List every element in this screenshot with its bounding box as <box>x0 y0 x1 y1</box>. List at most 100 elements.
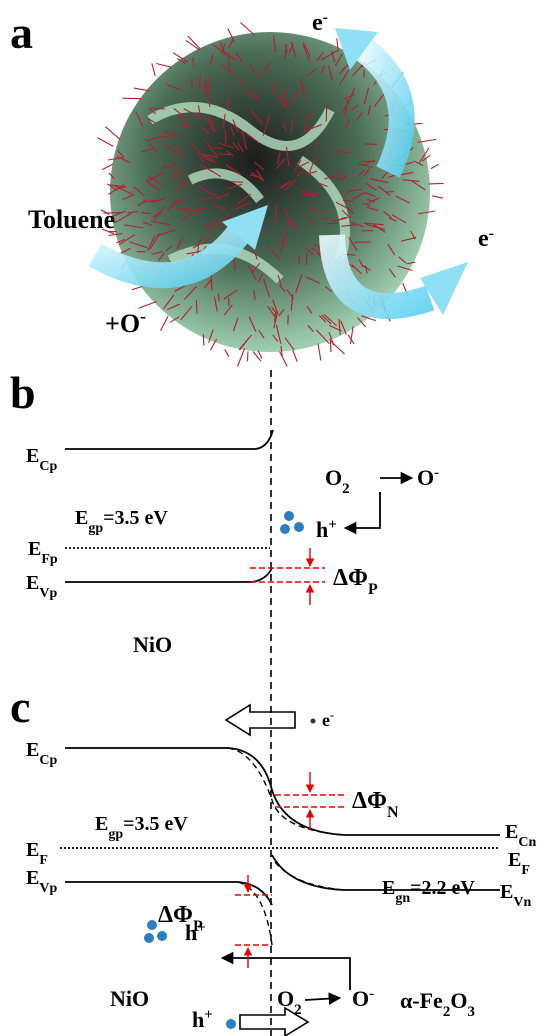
label-part: F <box>39 853 48 868</box>
label-part: - <box>323 9 328 26</box>
nanorod <box>225 350 229 357</box>
nanorod <box>196 300 197 313</box>
label-part: E <box>26 572 39 594</box>
label-part: E <box>95 813 108 835</box>
hole-dot <box>280 524 290 534</box>
label-part: ΔΦ <box>333 565 368 591</box>
label-part: gn <box>395 891 410 906</box>
label-part: h <box>192 1007 204 1032</box>
label-part: Vp <box>39 881 57 896</box>
label-part: gp <box>108 827 123 842</box>
label: EVp <box>26 867 57 896</box>
label: h+ <box>316 517 337 542</box>
label: ECn <box>505 821 536 850</box>
label: EF <box>26 839 48 868</box>
nanorod <box>293 350 298 362</box>
reaction-arrow <box>305 998 340 1000</box>
label-part: h <box>316 517 328 542</box>
nanorod <box>231 182 243 183</box>
hole-dot <box>144 933 154 943</box>
label-part: NiO <box>110 986 149 1011</box>
nanorod <box>330 339 331 352</box>
label-part: Cp <box>39 459 57 474</box>
label-part: E <box>500 881 513 903</box>
label-part: Vp <box>39 586 57 601</box>
label-part: α-Fe <box>400 988 443 1013</box>
label: +O- <box>105 306 146 338</box>
nanorod <box>105 127 120 140</box>
label-part: F <box>521 863 530 878</box>
label-part: 2 <box>294 1002 302 1018</box>
label: ECp <box>26 445 57 474</box>
label: EVp <box>26 572 57 601</box>
hole-dot <box>157 931 167 941</box>
label-part: - <box>140 306 146 326</box>
label: ΔΦP <box>333 565 378 598</box>
label: e- <box>322 708 334 730</box>
nanorod <box>364 144 377 145</box>
label: EVn <box>500 881 531 910</box>
label: O2 <box>325 465 350 497</box>
nanorod <box>153 108 165 109</box>
hole-dot <box>226 1019 236 1029</box>
barrier-b <box>250 548 325 605</box>
label: Toluene <box>28 205 115 234</box>
label-part: + <box>204 1007 213 1023</box>
nanorod <box>240 22 253 34</box>
label-part: +O <box>105 309 140 338</box>
hole-dot <box>284 511 294 521</box>
label: EF <box>508 849 530 878</box>
nanorod <box>318 343 321 360</box>
label-part: - <box>330 708 334 722</box>
label: e- <box>478 225 494 253</box>
label: NiO <box>110 986 149 1011</box>
label-part: E <box>505 821 518 843</box>
electron-flow-arrow <box>226 705 295 735</box>
conduction-band-bulk <box>228 748 345 835</box>
label-part: gp <box>88 521 103 536</box>
label-part: =3.5 eV <box>123 813 188 835</box>
figure: abce-Toluene+O-e-ECpEgp=3.5 eVEFpEVpO2O-… <box>0 0 547 1036</box>
nanorod <box>386 192 394 193</box>
hole-dot <box>294 522 304 532</box>
panel-label: b <box>10 367 36 418</box>
panel-label: a <box>10 7 33 58</box>
label-part: NiO <box>133 632 172 657</box>
label-part: e <box>322 710 330 730</box>
label: e- <box>312 9 328 37</box>
label-part: e <box>312 10 323 36</box>
label: O- <box>417 465 439 490</box>
label-part: 2 <box>443 1004 451 1020</box>
label-part: + <box>197 920 206 936</box>
band-b <box>65 430 412 582</box>
nanorod <box>432 196 443 198</box>
reaction-arrow <box>345 492 380 528</box>
conduction-band <box>65 430 273 449</box>
label: h+ <box>185 920 206 945</box>
nanorod <box>431 164 439 168</box>
label-part: O <box>352 986 369 1011</box>
label: α-Fe2O3 <box>400 988 475 1020</box>
nanorod <box>203 334 204 345</box>
nanorod <box>102 164 113 170</box>
label-part: E <box>75 507 88 529</box>
label: O- <box>352 986 374 1011</box>
valence-band-bulk <box>238 882 272 945</box>
label-part: P <box>368 581 378 598</box>
electron-dot <box>311 719 316 724</box>
label-part: O <box>325 465 342 490</box>
label-part: - <box>489 225 494 242</box>
label-part: E <box>26 445 39 467</box>
label-part: O <box>277 986 294 1011</box>
label: h+ <box>192 1007 213 1032</box>
hole-dot <box>147 920 157 930</box>
label-part: Cp <box>39 753 57 768</box>
label-part: Cn <box>518 835 536 850</box>
label-part: Toluene <box>28 205 115 234</box>
label: NiO <box>133 632 172 657</box>
valence-band <box>65 568 272 582</box>
label: ΔΦN <box>352 788 399 821</box>
label: Egn=2.2 eV <box>382 877 475 906</box>
nanorod <box>280 352 288 367</box>
label-part: ΔΦ <box>352 788 387 814</box>
